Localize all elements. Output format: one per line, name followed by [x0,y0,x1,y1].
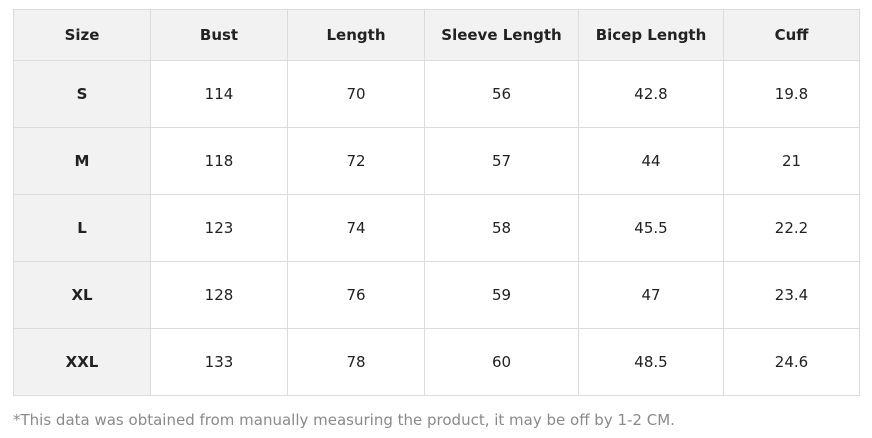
table-row: XL 128 76 59 47 23.4 [13,261,860,329]
measure-cell: 114 [150,60,288,128]
size-table: Size Bust Length Sleeve Length Bicep Length C… [13,9,860,396]
measure-cell: 78 [287,328,425,396]
size-cell: L [13,194,151,262]
table-row: L 123 74 58 45.5 22.2 [13,194,860,262]
header-cell: Bicep Length [578,9,724,61]
measure-cell: 123 [150,194,288,262]
measure-cell: 45.5 [578,194,724,262]
size-cell: S [13,60,151,128]
measure-cell: 128 [150,261,288,329]
measure-cell: 23.4 [723,261,860,329]
measure-cell: 60 [424,328,579,396]
header-row: Size Bust Length Sleeve Length Bicep Length C… [13,9,860,61]
measure-cell: 133 [150,328,288,396]
measure-cell: 48.5 [578,328,724,396]
measure-cell: 57 [424,127,579,195]
header-cell: Bust [150,9,288,61]
measure-cell: 70 [287,60,425,128]
measure-cell: 74 [287,194,425,262]
header-cell: Size [13,9,151,61]
measure-cell: 56 [424,60,579,128]
size-cell: XL [13,261,151,329]
footnote: *This data was obtained from manually me… [13,411,675,429]
size-cell: M [13,127,151,195]
size-cell: XXL [13,328,151,396]
table-row: XXL 133 78 60 48.5 24.6 [13,328,860,396]
header-cell: Length [287,9,425,61]
measure-cell: 44 [578,127,724,195]
measure-cell: 22.2 [723,194,860,262]
measure-cell: 19.8 [723,60,860,128]
header-cell: Cuff [723,9,860,61]
measure-cell: 59 [424,261,579,329]
measure-cell: 24.6 [723,328,860,396]
measure-cell: 72 [287,127,425,195]
measure-cell: 118 [150,127,288,195]
measure-cell: 42.8 [578,60,724,128]
measure-cell: 58 [424,194,579,262]
measure-cell: 47 [578,261,724,329]
table-body: S 114 70 56 42.8 19.8 M 118 72 57 44 21 L 123 74 58 45.5… [13,60,860,396]
header-cell: Sleeve Length [424,9,579,61]
table-row: M 118 72 57 44 21 [13,127,860,195]
measure-cell: 21 [723,127,860,195]
table-row: S 114 70 56 42.8 19.8 [13,60,860,128]
measure-cell: 76 [287,261,425,329]
